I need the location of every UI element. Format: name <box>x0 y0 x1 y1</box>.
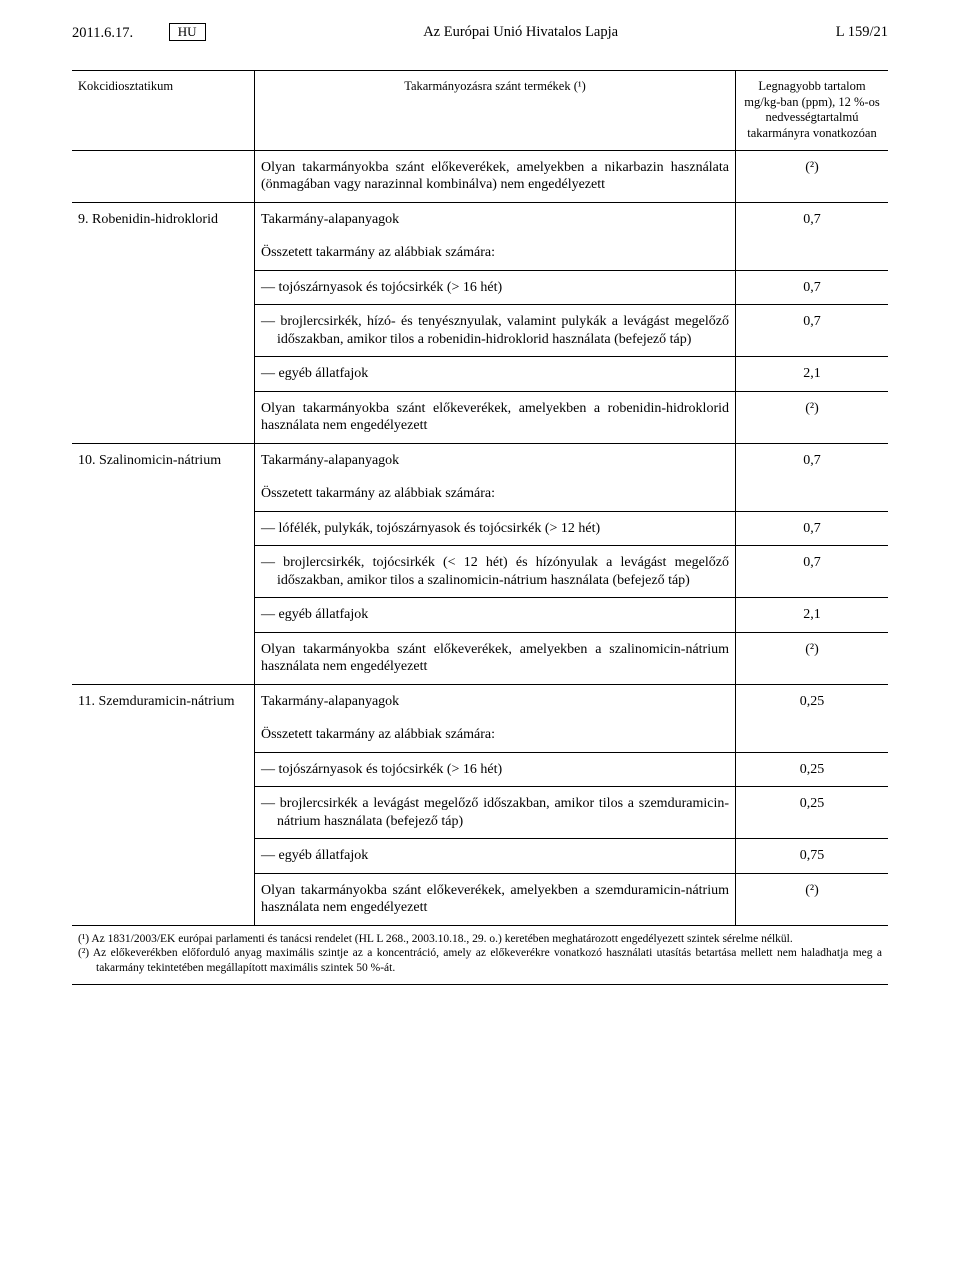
cell-val: 2,1 <box>736 357 889 392</box>
cell-s11-label: 11. Szemduramicin-nátrium <box>72 684 255 718</box>
cell-text: Takarmány-alapanyagok <box>255 684 736 718</box>
cell-text: — brojlercsirkék, hízó- és tenyésznyulak… <box>261 313 729 348</box>
row-s10-d: — brojlercsirkék, tojócsirkék (< 12 hét)… <box>72 546 888 598</box>
row-s11-a: 11. Szemduramicin-nátrium Takarmány-alap… <box>72 684 888 718</box>
cell-text: Olyan takarmányokba szánt előkeverékek, … <box>255 150 736 202</box>
row-s10-a: 10. Szalinomicin-nátrium Takarmány-alapa… <box>72 443 888 477</box>
cell-val: 0,7 <box>736 202 889 236</box>
header-title: Az Európai Unió Hivatalos Lapja <box>206 24 836 42</box>
row-s9-b: Összetett takarmány az alábbiak számára: <box>72 236 888 270</box>
cell-text: — lófélék, pulykák, tojószárnyasok és to… <box>261 520 729 538</box>
cell-text: — tojószárnyasok és tojócsirkék (> 16 hé… <box>261 761 729 779</box>
th-col2: Takarmányozásra szánt termékek (¹) <box>255 71 736 151</box>
cell-val: 0,25 <box>736 684 889 718</box>
row-s10-c: — lófélék, pulykák, tojószárnyasok és to… <box>72 511 888 546</box>
row-s9-c: — tojószárnyasok és tojócsirkék (> 16 hé… <box>72 270 888 305</box>
header-date: 2011.6.17. <box>72 25 133 41</box>
cell-val: (²) <box>736 632 889 684</box>
cell-text: — tojószárnyasok és tojócsirkék (> 16 hé… <box>261 279 729 297</box>
row-s10-e: — egyéb állatfajok 2,1 <box>72 598 888 633</box>
cell-val: 0,7 <box>736 305 889 357</box>
footnotes-cell: (¹) Az 1831/2003/EK európai parlamenti é… <box>72 925 888 985</box>
cell-val: 0,7 <box>736 546 889 598</box>
cell-val: (²) <box>736 391 889 443</box>
cell-val: 0,25 <box>736 752 889 787</box>
cell-text: — brojlercsirkék a levágást megelőző idő… <box>261 795 729 830</box>
cell-text: Összetett takarmány az alábbiak számára: <box>255 236 736 270</box>
cell-text: Olyan takarmányokba szánt előkeverékek, … <box>255 873 736 925</box>
row-s11-e: — egyéb állatfajok 0,75 <box>72 839 888 874</box>
header-lang-box: HU <box>169 23 206 41</box>
row-s9-d: — brojlercsirkék, hízó- és tenyésznyulak… <box>72 305 888 357</box>
th-col3: Legnagyobb tartalom mg/kg-ban (ppm), 12 … <box>736 71 889 151</box>
cell-val: 0,7 <box>736 270 889 305</box>
cell-text: Összetett takarmány az alábbiak számára: <box>255 718 736 752</box>
th-col1: Kokcidiosztatikum <box>72 71 255 151</box>
row-s9-e: — egyéb állatfajok 2,1 <box>72 357 888 392</box>
cell-val: 0,7 <box>736 443 889 477</box>
cell-text: Olyan takarmányokba szánt előkeverékek, … <box>255 632 736 684</box>
th-col2-text: Takarmányozásra szánt termékek (¹) <box>261 79 729 95</box>
row-s10-b: Összetett takarmány az alábbiak számára: <box>72 477 888 511</box>
row-s9-f: Olyan takarmányokba szánt előkeverékek, … <box>72 391 888 443</box>
row-nikarbazin: Olyan takarmányokba szánt előkeverékek, … <box>72 150 888 202</box>
row-s11-c: — tojószárnyasok és tojócsirkék (> 16 hé… <box>72 752 888 787</box>
cell-text: Takarmány-alapanyagok <box>255 202 736 236</box>
cell-empty <box>72 150 255 202</box>
row-s11-b: Összetett takarmány az alábbiak számára: <box>72 718 888 752</box>
header-left: 2011.6.17. HU <box>72 24 206 42</box>
cell-val: 0,7 <box>736 511 889 546</box>
cell-val: 2,1 <box>736 598 889 633</box>
cell-text: Összetett takarmány az alábbiak számára: <box>255 477 736 511</box>
row-s9-a: 9. Robenidin-hidroklorid Takarmány-alapa… <box>72 202 888 236</box>
cell-text: Takarmány-alapanyagok <box>255 443 736 477</box>
cell-text: — egyéb állatfajok <box>261 847 729 865</box>
row-s11-f: Olyan takarmányokba szánt előkeverékek, … <box>72 873 888 925</box>
footnote-1: (¹) Az 1831/2003/EK európai parlamenti é… <box>78 932 882 947</box>
footnotes-row: (¹) Az 1831/2003/EK európai parlamenti é… <box>72 925 888 985</box>
cell-text: Olyan takarmányokba szánt előkeverékek, … <box>255 391 736 443</box>
cell-text: — egyéb állatfajok <box>261 606 729 624</box>
page: 2011.6.17. HU Az Európai Unió Hivatalos … <box>0 0 960 1275</box>
cell-text: — brojlercsirkék, tojócsirkék (< 12 hét)… <box>261 554 729 589</box>
cell-text: — egyéb állatfajok <box>261 365 729 383</box>
row-s10-f: Olyan takarmányokba szánt előkeverékek, … <box>72 632 888 684</box>
cell-s10-label: 10. Szalinomicin-nátrium <box>72 443 255 477</box>
footnote-2: (²) Az előkeverékben előforduló anyag ma… <box>78 946 882 976</box>
cell-val: (²) <box>736 150 889 202</box>
header-page-ref: L 159/21 <box>836 24 888 42</box>
cell-val: 0,75 <box>736 839 889 874</box>
cell-s9-label: 9. Robenidin-hidroklorid <box>72 202 255 236</box>
cell-val: (²) <box>736 873 889 925</box>
table-header-row: Kokcidiosztatikum Takarmányozásra szánt … <box>72 71 888 151</box>
cell-val: 0,25 <box>736 787 889 839</box>
row-s11-d: — brojlercsirkék a levágást megelőző idő… <box>72 787 888 839</box>
page-header: 2011.6.17. HU Az Európai Unió Hivatalos … <box>72 24 888 42</box>
regulation-table: Kokcidiosztatikum Takarmányozásra szánt … <box>72 70 888 985</box>
